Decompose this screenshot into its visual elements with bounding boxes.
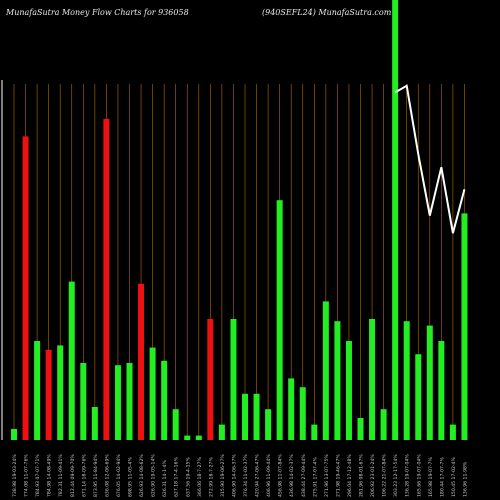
bar [357, 418, 364, 440]
x-tick-label: 671.14 18-09-76% [81, 454, 87, 497]
bar [461, 213, 468, 440]
x-tick-label: 784.98 14-08-49% [47, 454, 53, 497]
chart-subtitle: (940SEFL24) MunafaSutra.com [262, 8, 392, 17]
bar [322, 301, 329, 440]
bar [242, 393, 248, 440]
x-tick-label: 136.96 11-98% [462, 461, 468, 497]
x-tick-label: 626.31 14-1-4% [162, 459, 168, 497]
bar [230, 319, 237, 440]
money-flow-bars [11, 0, 468, 441]
x-tick-label: 784.93 07-07-71% [35, 454, 41, 497]
bar [57, 345, 64, 440]
x-tick-label: 136.28 19-07-04% [405, 454, 411, 497]
bar [403, 321, 410, 440]
x-tick-label: 676.05 14-02-94% [116, 454, 122, 497]
bar [265, 409, 272, 440]
bar [449, 424, 456, 440]
x-tick-label: 782.31 11-09-41% [58, 454, 64, 497]
bar [149, 347, 156, 440]
x-tick-label: 150.45 17-02-4% [451, 457, 457, 497]
x-tick-label: 626.90 19-05-14% [151, 454, 157, 497]
bar [345, 341, 352, 440]
bar [334, 321, 341, 440]
x-tick-label: 271.96 13-07-75% [324, 454, 330, 497]
bar [138, 283, 145, 440]
bar [369, 319, 376, 440]
bar [276, 200, 283, 440]
x-tick-label: 456.98 11-07-84% [278, 454, 284, 497]
x-tick-label: 738.98 19-03-24% [12, 454, 18, 497]
x-tick-label: 438.44 27-09-44% [301, 454, 307, 497]
bar [34, 341, 41, 440]
price-line-path [394, 84, 466, 234]
bar [114, 365, 121, 440]
bar [45, 349, 52, 440]
x-tick-label: 376.34 11-02-37% [243, 454, 249, 497]
x-tick-label: 165.66 19-07-04% [416, 454, 422, 497]
x-tick-label: 637.56 19-4-15% [185, 457, 191, 497]
bar [172, 409, 179, 440]
bar [103, 118, 110, 441]
bar [299, 387, 306, 440]
bar [184, 435, 191, 440]
price-line [394, 84, 466, 234]
bar [11, 429, 17, 440]
x-tick-label: 165.98 19-07-7% [428, 457, 434, 497]
bar [22, 136, 29, 440]
x-tick-label: 206.92 23-01-24% [370, 454, 376, 497]
bar [426, 325, 433, 440]
bar [80, 363, 87, 440]
x-tick-label: 180.44 17-07-7% [439, 457, 445, 497]
bar [195, 435, 202, 440]
x-tick-label: 315.90 19-06-27% [220, 454, 226, 497]
x-tick-label: 272.99 18-7-27% [208, 457, 214, 497]
bar [126, 363, 133, 440]
bar [207, 319, 214, 440]
x-tick-label: 271.98 19-46-47% [335, 454, 341, 497]
x-tick-label: 636.08 12-06-69% [104, 454, 110, 497]
x-tick-label: 774.08 11-07-76% [24, 454, 30, 497]
x-tick-labels: 738.98 19-03-24% 774.08 11-07-76% 784.93 0… [12, 454, 468, 497]
bar [288, 378, 295, 440]
x-tick-label: 873.95 11-84-94% [93, 454, 99, 497]
x-tick-label: 296.04 17-12-48% [347, 454, 353, 497]
x-tick-label: 698.95 11-05-4% [128, 457, 134, 497]
x-tick-label: 406.96 11-09-44% [266, 454, 272, 497]
bar [392, 0, 399, 440]
bar [161, 360, 168, 440]
x-tick-label: 812.44 09-09-70% [70, 454, 76, 497]
bar [415, 354, 422, 440]
x-tick-label: 420.94 27-06-47% [255, 454, 261, 497]
bar [91, 407, 98, 440]
x-tick-label: 303.23 12-17-54% [393, 454, 399, 497]
bar [438, 341, 445, 440]
bar [68, 281, 75, 440]
x-tick-label: 436.98 14-02-37% [289, 454, 295, 497]
chart-title: MunafaSutra Money Flow Charts for 936058 [6, 8, 189, 17]
x-tick-label: 406.90 14-06-37% [231, 454, 237, 497]
bar [311, 424, 318, 440]
x-tick-label: 275.91 17-07-4% [312, 457, 318, 497]
bar [380, 409, 387, 440]
x-tick-label: 281.96 08-01-67% [359, 454, 365, 497]
x-tick-label: 366.06 18-7-27% [197, 457, 203, 497]
bar [253, 393, 260, 440]
x-tick-label: 106.22 21-07-84% [382, 454, 388, 497]
bar [218, 424, 225, 440]
x-tick-label: 627.18 17-4-16% [174, 457, 180, 497]
x-tick-label: 626.93 14-08-62% [139, 454, 145, 497]
